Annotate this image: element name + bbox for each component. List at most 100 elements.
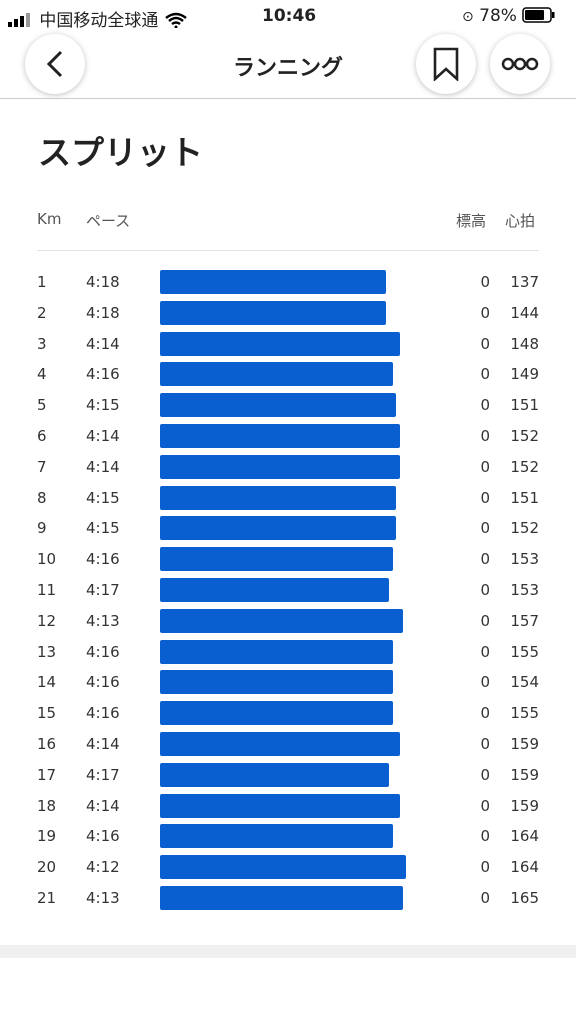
bookmark-icon — [433, 47, 459, 81]
km: 2 — [37, 303, 47, 322]
pace: 4:16 — [86, 365, 120, 384]
heart-rate: 164 — [510, 858, 539, 877]
pace-bar — [160, 485, 397, 510]
split-row: 13 4:16 0 155 — [0, 637, 576, 667]
battery-text: 78% — [479, 6, 517, 26]
pace: 4:16 — [86, 827, 120, 846]
column-header: 心拍 — [505, 212, 536, 230]
back-icon — [46, 50, 63, 78]
split-row: 4 4:16 0 149 — [0, 359, 576, 389]
heart-rate: 155 — [510, 642, 539, 661]
pace-bar — [160, 608, 403, 633]
heart-rate: 153 — [510, 550, 539, 569]
pace: 4:15 — [86, 519, 120, 538]
km: 6 — [37, 427, 47, 445]
heart-rate: 151 — [510, 488, 539, 507]
column-header: ペース — [86, 212, 131, 230]
back-button[interactable] — [25, 34, 85, 94]
split-row: 5 4:15 0 151 — [0, 390, 576, 420]
km: 1 — [37, 273, 47, 291]
more-icon — [501, 57, 539, 71]
km: 21 — [37, 889, 57, 907]
elevation: 0 — [480, 365, 490, 384]
pace: 4:18 — [86, 273, 120, 291]
km: 3 — [37, 334, 47, 353]
pace-bar — [160, 270, 386, 294]
pace: 4:16 — [86, 704, 120, 723]
km: 9 — [37, 519, 47, 538]
split-row: 7 4:14 0 152 — [0, 452, 576, 482]
pace: 4:14 — [86, 735, 120, 753]
pace: 4:17 — [86, 765, 120, 784]
status-right: ⊙ 78% — [462, 6, 556, 26]
pace-bar — [160, 331, 400, 356]
heart-rate: 153 — [510, 581, 539, 599]
header-divider — [0, 98, 576, 99]
heart-rate: 157 — [510, 611, 539, 630]
pace-bar — [160, 670, 393, 695]
heart-rate: 159 — [510, 796, 539, 815]
pace: 4:14 — [86, 796, 120, 815]
elevation: 0 — [480, 519, 490, 538]
split-row: 12 4:13 0 157 — [0, 606, 576, 636]
pace: 4:15 — [86, 396, 120, 415]
pace-bar — [160, 424, 400, 448]
km: 4 — [37, 365, 47, 384]
pace: 4:14 — [86, 334, 120, 353]
split-row: 10 4:16 0 153 — [0, 544, 576, 574]
heart-rate: 159 — [510, 765, 539, 784]
heart-rate: 159 — [510, 735, 539, 753]
pace-bar — [160, 300, 386, 325]
heart-rate: 137 — [510, 273, 539, 291]
split-row: 8 4:15 0 151 — [0, 483, 576, 513]
elevation: 0 — [480, 827, 490, 846]
wifi-icon — [165, 12, 187, 29]
elevation: 0 — [480, 273, 490, 291]
km: 16 — [37, 735, 57, 753]
km: 14 — [37, 673, 57, 692]
elevation: 0 — [480, 427, 490, 445]
pace: 4:13 — [86, 611, 120, 630]
heart-rate: 152 — [510, 519, 539, 538]
pace-bar — [160, 454, 400, 479]
pace: 4:17 — [86, 581, 120, 599]
km: 18 — [37, 796, 57, 815]
pace-bar — [160, 886, 403, 910]
heart-rate: 164 — [510, 827, 539, 846]
split-row: 17 4:17 0 159 — [0, 760, 576, 790]
pace-bar — [160, 639, 393, 664]
pace: 4:15 — [86, 488, 120, 507]
section-title: スプリット — [38, 133, 203, 172]
km: 15 — [37, 704, 57, 723]
elevation: 0 — [480, 581, 490, 599]
elevation: 0 — [480, 488, 490, 507]
elevation: 0 — [480, 889, 490, 907]
pace: 4:13 — [86, 889, 120, 907]
split-row: 19 4:16 0 164 — [0, 821, 576, 851]
elevation: 0 — [480, 704, 490, 723]
split-row: 9 4:15 0 152 — [0, 513, 576, 543]
carrier: 中国移动全球通 — [39, 11, 159, 31]
km: 10 — [37, 550, 57, 569]
more-button[interactable] — [490, 34, 550, 94]
pace-bar — [160, 855, 407, 880]
pace-bar — [160, 578, 390, 602]
km: 11 — [37, 581, 57, 599]
elevation: 0 — [480, 303, 490, 322]
pace-bar — [160, 793, 400, 818]
pace-bar — [160, 824, 393, 849]
pace: 4:14 — [86, 427, 120, 445]
elevation: 0 — [480, 858, 490, 877]
split-row: 11 4:17 0 153 — [0, 575, 576, 605]
heart-rate: 144 — [510, 303, 539, 322]
pace: 4:16 — [86, 673, 120, 692]
heart-rate: 152 — [510, 427, 539, 445]
km: 19 — [37, 827, 57, 846]
column-header: Km — [37, 210, 62, 228]
split-row: 21 4:13 0 165 — [0, 883, 576, 913]
split-row: 18 4:14 0 159 — [0, 791, 576, 821]
bookmark-button[interactable] — [416, 34, 476, 94]
battery-icon — [522, 7, 555, 23]
elevation: 0 — [480, 550, 490, 569]
pace: 4:16 — [86, 642, 120, 661]
